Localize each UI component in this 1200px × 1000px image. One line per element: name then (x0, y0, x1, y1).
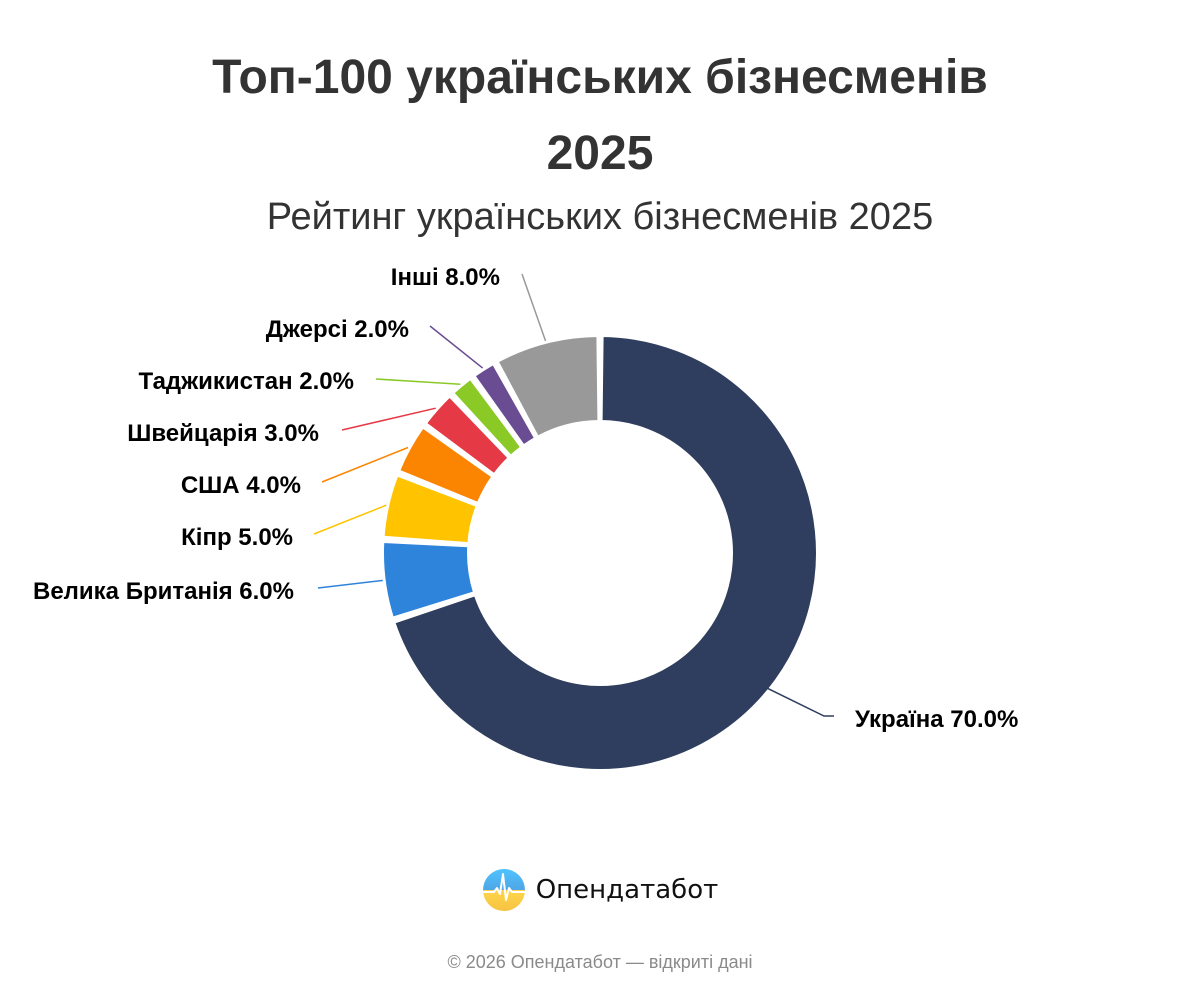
chart-subtitle: Рейтинг українських бізнесменів 2025 (266, 196, 934, 238)
slice-3[interactable] (398, 426, 494, 504)
chart-title-line2: 2025 (546, 127, 654, 180)
leader-line (375, 378, 461, 386)
slice-1[interactable] (382, 540, 475, 619)
leader-line (313, 504, 387, 535)
slice-2[interactable] (382, 474, 478, 545)
leader-line (321, 446, 409, 483)
donut-labels: Україна 70.0% Велика Британія 6.0% Кіпр 5.… (33, 264, 1018, 733)
data-label: Джерсі 2.0% (266, 316, 409, 343)
data-label: Кіпр 5.0% (181, 524, 293, 551)
brand-logo: Опендатабот (0, 868, 1200, 912)
footer-copyright: © 2026 Опендатабот — відкриті дані (447, 952, 753, 972)
data-label: Велика Британія 6.0% (33, 578, 294, 605)
data-label: Інші 8.0% (391, 264, 500, 291)
data-label: Швейцарія 3.0% (127, 420, 319, 447)
data-label: Україна 70.0% (855, 706, 1018, 733)
data-label: Таджикистан 2.0% (139, 368, 355, 395)
logo-text: Опендатабот (535, 875, 719, 905)
leader-line (429, 325, 484, 369)
slice-0[interactable] (393, 335, 818, 771)
chart-title: Топ-100 українських бізнесменів 2025 (0, 40, 1200, 192)
data-label: США 4.0% (181, 472, 301, 499)
slice-6[interactable] (473, 363, 537, 447)
slice-5[interactable] (452, 377, 523, 457)
leader-line (317, 579, 383, 589)
leader-line (521, 273, 547, 342)
slice-7[interactable] (496, 335, 600, 438)
opendatabot-logo-icon (482, 869, 525, 911)
leader-line (341, 407, 436, 431)
donut-slices (382, 335, 818, 771)
chart-title-line1: Топ-100 українських бізнесменів (212, 51, 988, 104)
leader-line (731, 670, 834, 717)
slice-4[interactable] (424, 395, 510, 476)
